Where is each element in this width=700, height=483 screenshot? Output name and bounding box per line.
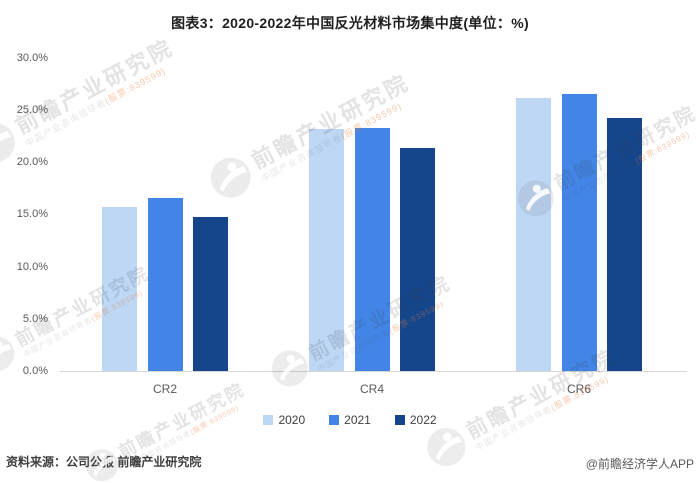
- y-axis-tick-label: 30.0%: [16, 51, 48, 64]
- y-axis-tick-label: 20.0%: [16, 156, 48, 168]
- y-axis-tick-label: 25.0%: [16, 103, 48, 116]
- x-axis-category-label: CR4: [359, 382, 384, 396]
- x-axis-line: [60, 371, 687, 372]
- y-axis-tick-label: 10.0%: [16, 260, 48, 273]
- legend-label: 2021: [344, 413, 371, 427]
- y-axis-tick-label: 5.0%: [22, 312, 48, 325]
- legend-swatch-icon: [329, 415, 340, 425]
- source-note: 资料来源：公司公报 前瞻产业研究院: [6, 455, 202, 469]
- legend-swatch-icon: [263, 415, 274, 425]
- legend-item-2020: 2020: [263, 413, 305, 427]
- credit-note: @前瞻经济学人APP: [585, 457, 694, 471]
- y-axis-tick-label: 0.0%: [22, 365, 48, 377]
- bar-2021-CR2: [147, 197, 183, 371]
- bar-2022-CR2: [193, 217, 228, 371]
- legend-item-2021: 2021: [329, 413, 371, 427]
- legend-item-2022: 2022: [394, 413, 437, 427]
- legend-label: 2022: [409, 413, 437, 427]
- y-axis-tick-label: 15.0%: [16, 208, 48, 221]
- x-axis-category-label: CR6: [566, 382, 591, 396]
- bar-2021-CR6: [561, 94, 597, 371]
- bar-2020-CR4: [309, 128, 344, 371]
- bar-2022-CR4: [400, 148, 435, 371]
- bar-2021-CR4: [354, 127, 390, 371]
- x-axis-category-label: CR2: [152, 382, 177, 396]
- bar-2020-CR2: [102, 206, 137, 371]
- legend-swatch-icon: [394, 415, 405, 425]
- legend-label: 2020: [278, 413, 306, 427]
- bar-2022-CR6: [607, 118, 642, 371]
- chart-title: 图表3：2020-2022年中国反光材料市场集中度(单位：%): [171, 15, 529, 31]
- bar-2020-CR6: [516, 98, 551, 371]
- chart-legend: 2020 2021 2022: [0, 413, 700, 427]
